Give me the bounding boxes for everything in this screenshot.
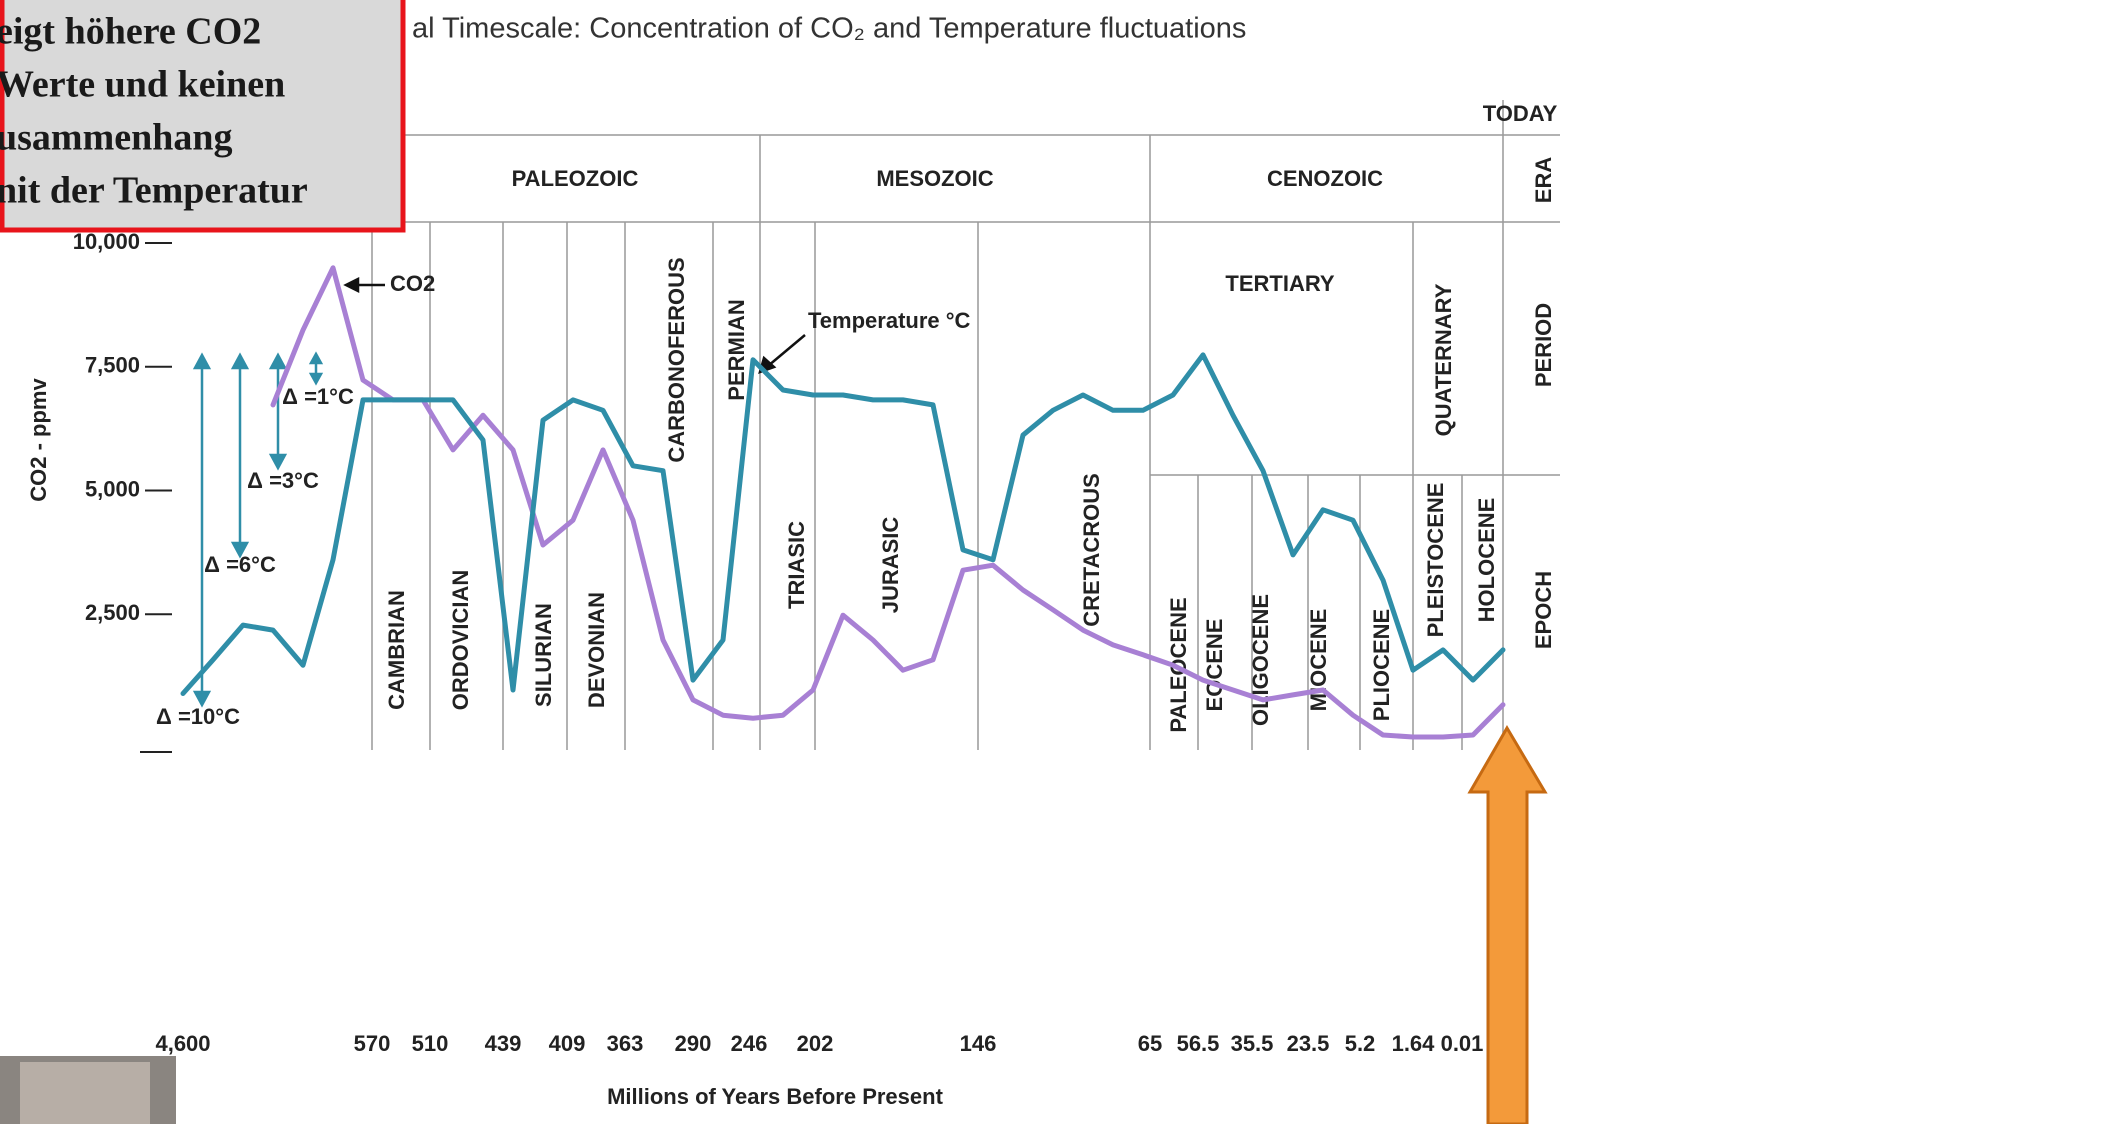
series-line — [270, 265, 1506, 740]
delta-label: Δ =10°C — [156, 704, 240, 729]
x-tick-label: 35.5 — [1231, 1031, 1274, 1056]
era-label: PALEOZOIC — [512, 166, 639, 191]
photo-detail — [20, 1062, 150, 1124]
y-tick-label: 5,000 — [85, 476, 140, 501]
x-tick-label: 5.2 — [1345, 1031, 1376, 1056]
x-tick-label: 23.5 — [1287, 1031, 1330, 1056]
x-tick-label: 56.5 — [1177, 1031, 1220, 1056]
period-label: TRIASIC — [784, 521, 809, 609]
series-label: CO2 — [390, 271, 435, 296]
x-tick-label: 0.01 — [1441, 1031, 1484, 1056]
x-tick-label: 510 — [412, 1031, 449, 1056]
period-label: ORDOVICIAN — [448, 570, 473, 711]
period-label: JURASIC — [878, 517, 903, 614]
callout-line: eigt höhere CO2 — [0, 11, 261, 53]
series-line — [180, 352, 1506, 696]
era-label: CENOZOIC — [1267, 166, 1383, 191]
period-label: CRETACROUS — [1079, 473, 1104, 627]
frame — [370, 100, 1560, 750]
callout-box — [0, 0, 406, 233]
delta-label: Δ =1°C — [282, 384, 354, 409]
chart-title: al Timescale: Concentration of CO₂ and T… — [412, 13, 1246, 45]
y-tick-label: 10,000 — [73, 229, 140, 254]
epoch-label: PLEISTOCENE — [1423, 483, 1448, 638]
today-label: TODAY — [1483, 101, 1558, 126]
period-label: CARBONOFEROUS — [664, 257, 689, 462]
delta-label: Δ =6°C — [204, 552, 276, 577]
y-tick-label: 2,500 — [85, 600, 140, 625]
delta-arrows — [192, 351, 324, 708]
highlight-arrow — [1467, 725, 1548, 1124]
x-tick-label: 146 — [960, 1031, 997, 1056]
era-label: MESOZOIC — [876, 166, 993, 191]
row-label: PERIOD — [1531, 303, 1556, 387]
callout: eigt höhere CO2 Werte und keinen usammenha… — [0, 11, 308, 212]
series-label: Temperature °C — [808, 308, 971, 333]
x-tick-label: 65 — [1138, 1031, 1162, 1056]
x-tick-label: 290 — [675, 1031, 712, 1056]
period-label: DEVONIAN — [584, 592, 609, 708]
x-tick-label: 439 — [485, 1031, 522, 1056]
epoch-label: OLIGOCENE — [1248, 594, 1273, 726]
x-tick-label: 4,600 — [155, 1031, 210, 1056]
period-label: PERMIAN — [724, 299, 749, 400]
callout-line: usammenhang — [0, 117, 233, 159]
y-axis-title: CO2 - ppmv — [26, 378, 51, 502]
period-label: QUATERNARY — [1431, 283, 1456, 436]
x-tick-label: 246 — [731, 1031, 768, 1056]
epoch-label: HOLOCENE — [1474, 498, 1499, 623]
period-label: TERTIARY — [1225, 271, 1335, 296]
y-tick-label: 7,500 — [85, 353, 140, 378]
x-tick-label: 409 — [549, 1031, 586, 1056]
epoch-label: EOCENE — [1202, 619, 1227, 712]
row-label: EPOCH — [1531, 571, 1556, 649]
row-label: ERA — [1531, 157, 1556, 204]
period-label: SILURIAN — [531, 603, 556, 707]
callout-line: Werte und keinen — [0, 64, 285, 106]
period-lines — [371, 222, 1463, 750]
x-tick-label: 570 — [354, 1031, 391, 1056]
period-label: CAMBRIAN — [384, 590, 409, 710]
x-tick-label: 1.64 — [1392, 1031, 1436, 1056]
x-tick-label: 202 — [797, 1031, 834, 1056]
x-tick-label: 363 — [607, 1031, 644, 1056]
epoch-label: PLIOCENE — [1369, 609, 1394, 721]
delta-label: Δ =3°C — [247, 468, 319, 493]
plot: 2,500 5,000 7,500 10,000 CO2 - ppmv 4,600 570 5… — [26, 101, 1558, 1109]
x-axis-title: Millions of Years Before Present — [607, 1084, 943, 1109]
callout-line: nit der Temperatur — [0, 170, 308, 212]
